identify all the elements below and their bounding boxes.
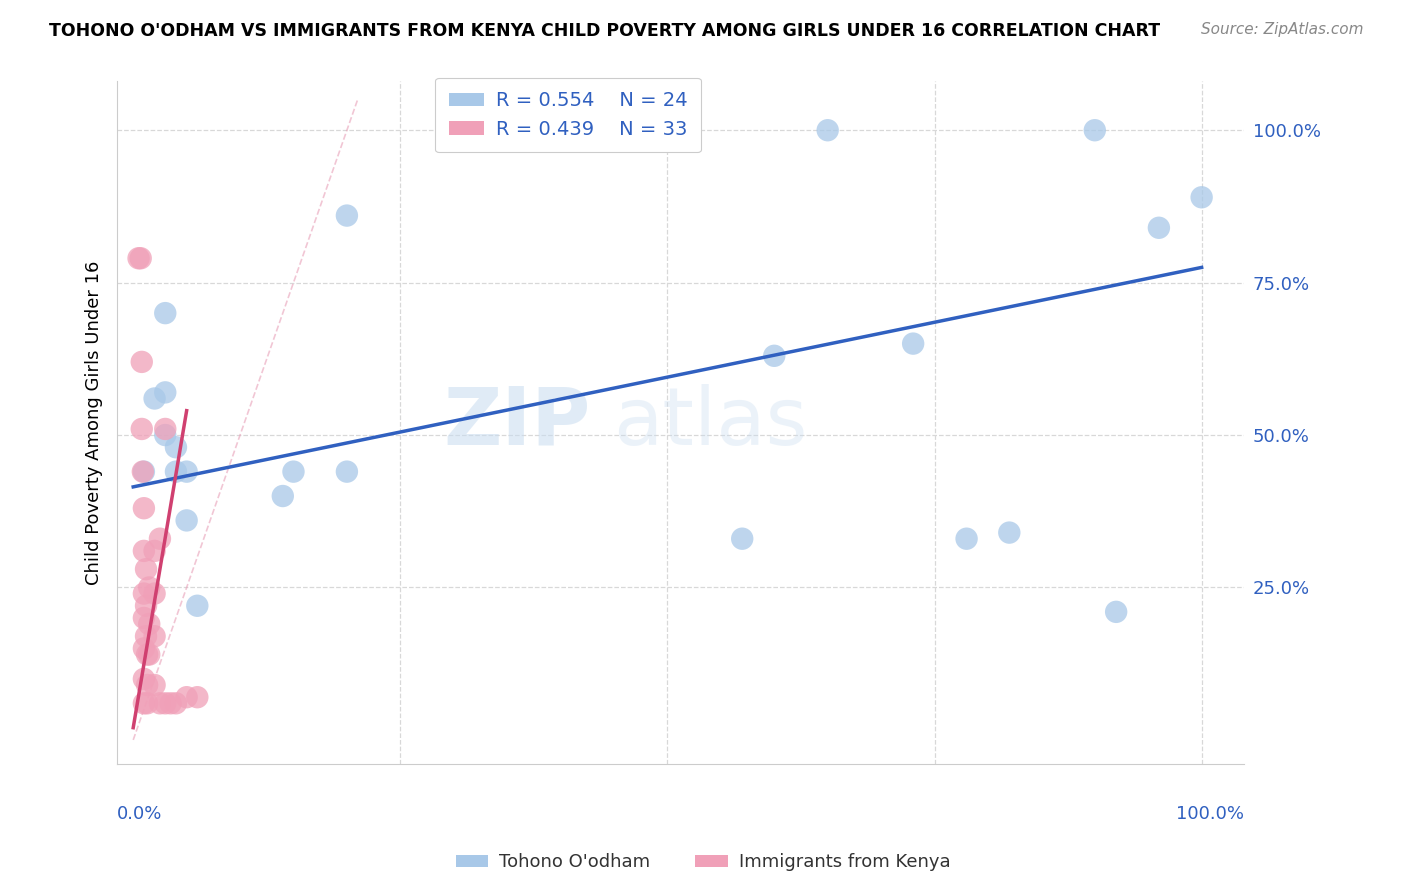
Point	[132, 672, 155, 686]
Point	[135, 629, 157, 643]
Point	[132, 611, 155, 625]
Point	[128, 252, 150, 266]
Point	[955, 532, 977, 546]
Point	[336, 465, 359, 479]
Point	[155, 696, 177, 710]
Point	[271, 489, 294, 503]
Point	[763, 349, 786, 363]
Text: TOHONO O'ODHAM VS IMMIGRANTS FROM KENYA CHILD POVERTY AMONG GIRLS UNDER 16 CORRE: TOHONO O'ODHAM VS IMMIGRANTS FROM KENYA …	[49, 22, 1160, 40]
Point	[132, 465, 155, 479]
Legend: R = 0.554    N = 24, R = 0.439    N = 33: R = 0.554 N = 24, R = 0.439 N = 33	[436, 78, 700, 153]
Point	[1084, 123, 1107, 137]
Point	[135, 562, 157, 576]
Point	[176, 690, 198, 705]
Point	[135, 599, 157, 613]
Point	[283, 465, 305, 479]
Point	[165, 440, 187, 454]
Text: ZIP: ZIP	[443, 384, 591, 462]
Text: Source: ZipAtlas.com: Source: ZipAtlas.com	[1201, 22, 1364, 37]
Point	[155, 306, 177, 320]
Point	[155, 428, 177, 442]
Point	[336, 209, 359, 223]
Point	[998, 525, 1021, 540]
Point	[132, 544, 155, 558]
Y-axis label: Child Poverty Among Girls Under 16: Child Poverty Among Girls Under 16	[86, 260, 103, 585]
Point	[165, 465, 187, 479]
Point	[1105, 605, 1128, 619]
Point	[731, 532, 754, 546]
Point	[138, 648, 160, 662]
Point	[131, 355, 153, 369]
Point	[176, 513, 198, 527]
Point	[143, 629, 166, 643]
Point	[131, 422, 153, 436]
Point	[159, 696, 181, 710]
Point	[132, 501, 155, 516]
Legend: Tohono O'odham, Immigrants from Kenya: Tohono O'odham, Immigrants from Kenya	[449, 847, 957, 879]
Point	[138, 581, 160, 595]
Point	[143, 544, 166, 558]
Point	[143, 678, 166, 692]
Point	[143, 392, 166, 406]
Point	[176, 465, 198, 479]
Point	[155, 422, 177, 436]
Point	[901, 336, 924, 351]
Point	[186, 690, 208, 705]
Point	[165, 696, 187, 710]
Point	[136, 648, 159, 662]
Point	[136, 696, 159, 710]
Point	[149, 696, 172, 710]
Text: 0.0%: 0.0%	[117, 805, 163, 823]
Point	[1191, 190, 1213, 204]
Point	[132, 641, 155, 656]
Point	[149, 532, 172, 546]
Point	[132, 465, 155, 479]
Point	[817, 123, 839, 137]
Point	[132, 696, 155, 710]
Point	[1147, 220, 1170, 235]
Point	[143, 586, 166, 600]
Point	[136, 678, 159, 692]
Point	[129, 252, 152, 266]
Point	[138, 617, 160, 632]
Point	[132, 586, 155, 600]
Text: 100.0%: 100.0%	[1177, 805, 1244, 823]
Point	[155, 385, 177, 400]
Text: atlas: atlas	[613, 384, 807, 462]
Point	[186, 599, 208, 613]
